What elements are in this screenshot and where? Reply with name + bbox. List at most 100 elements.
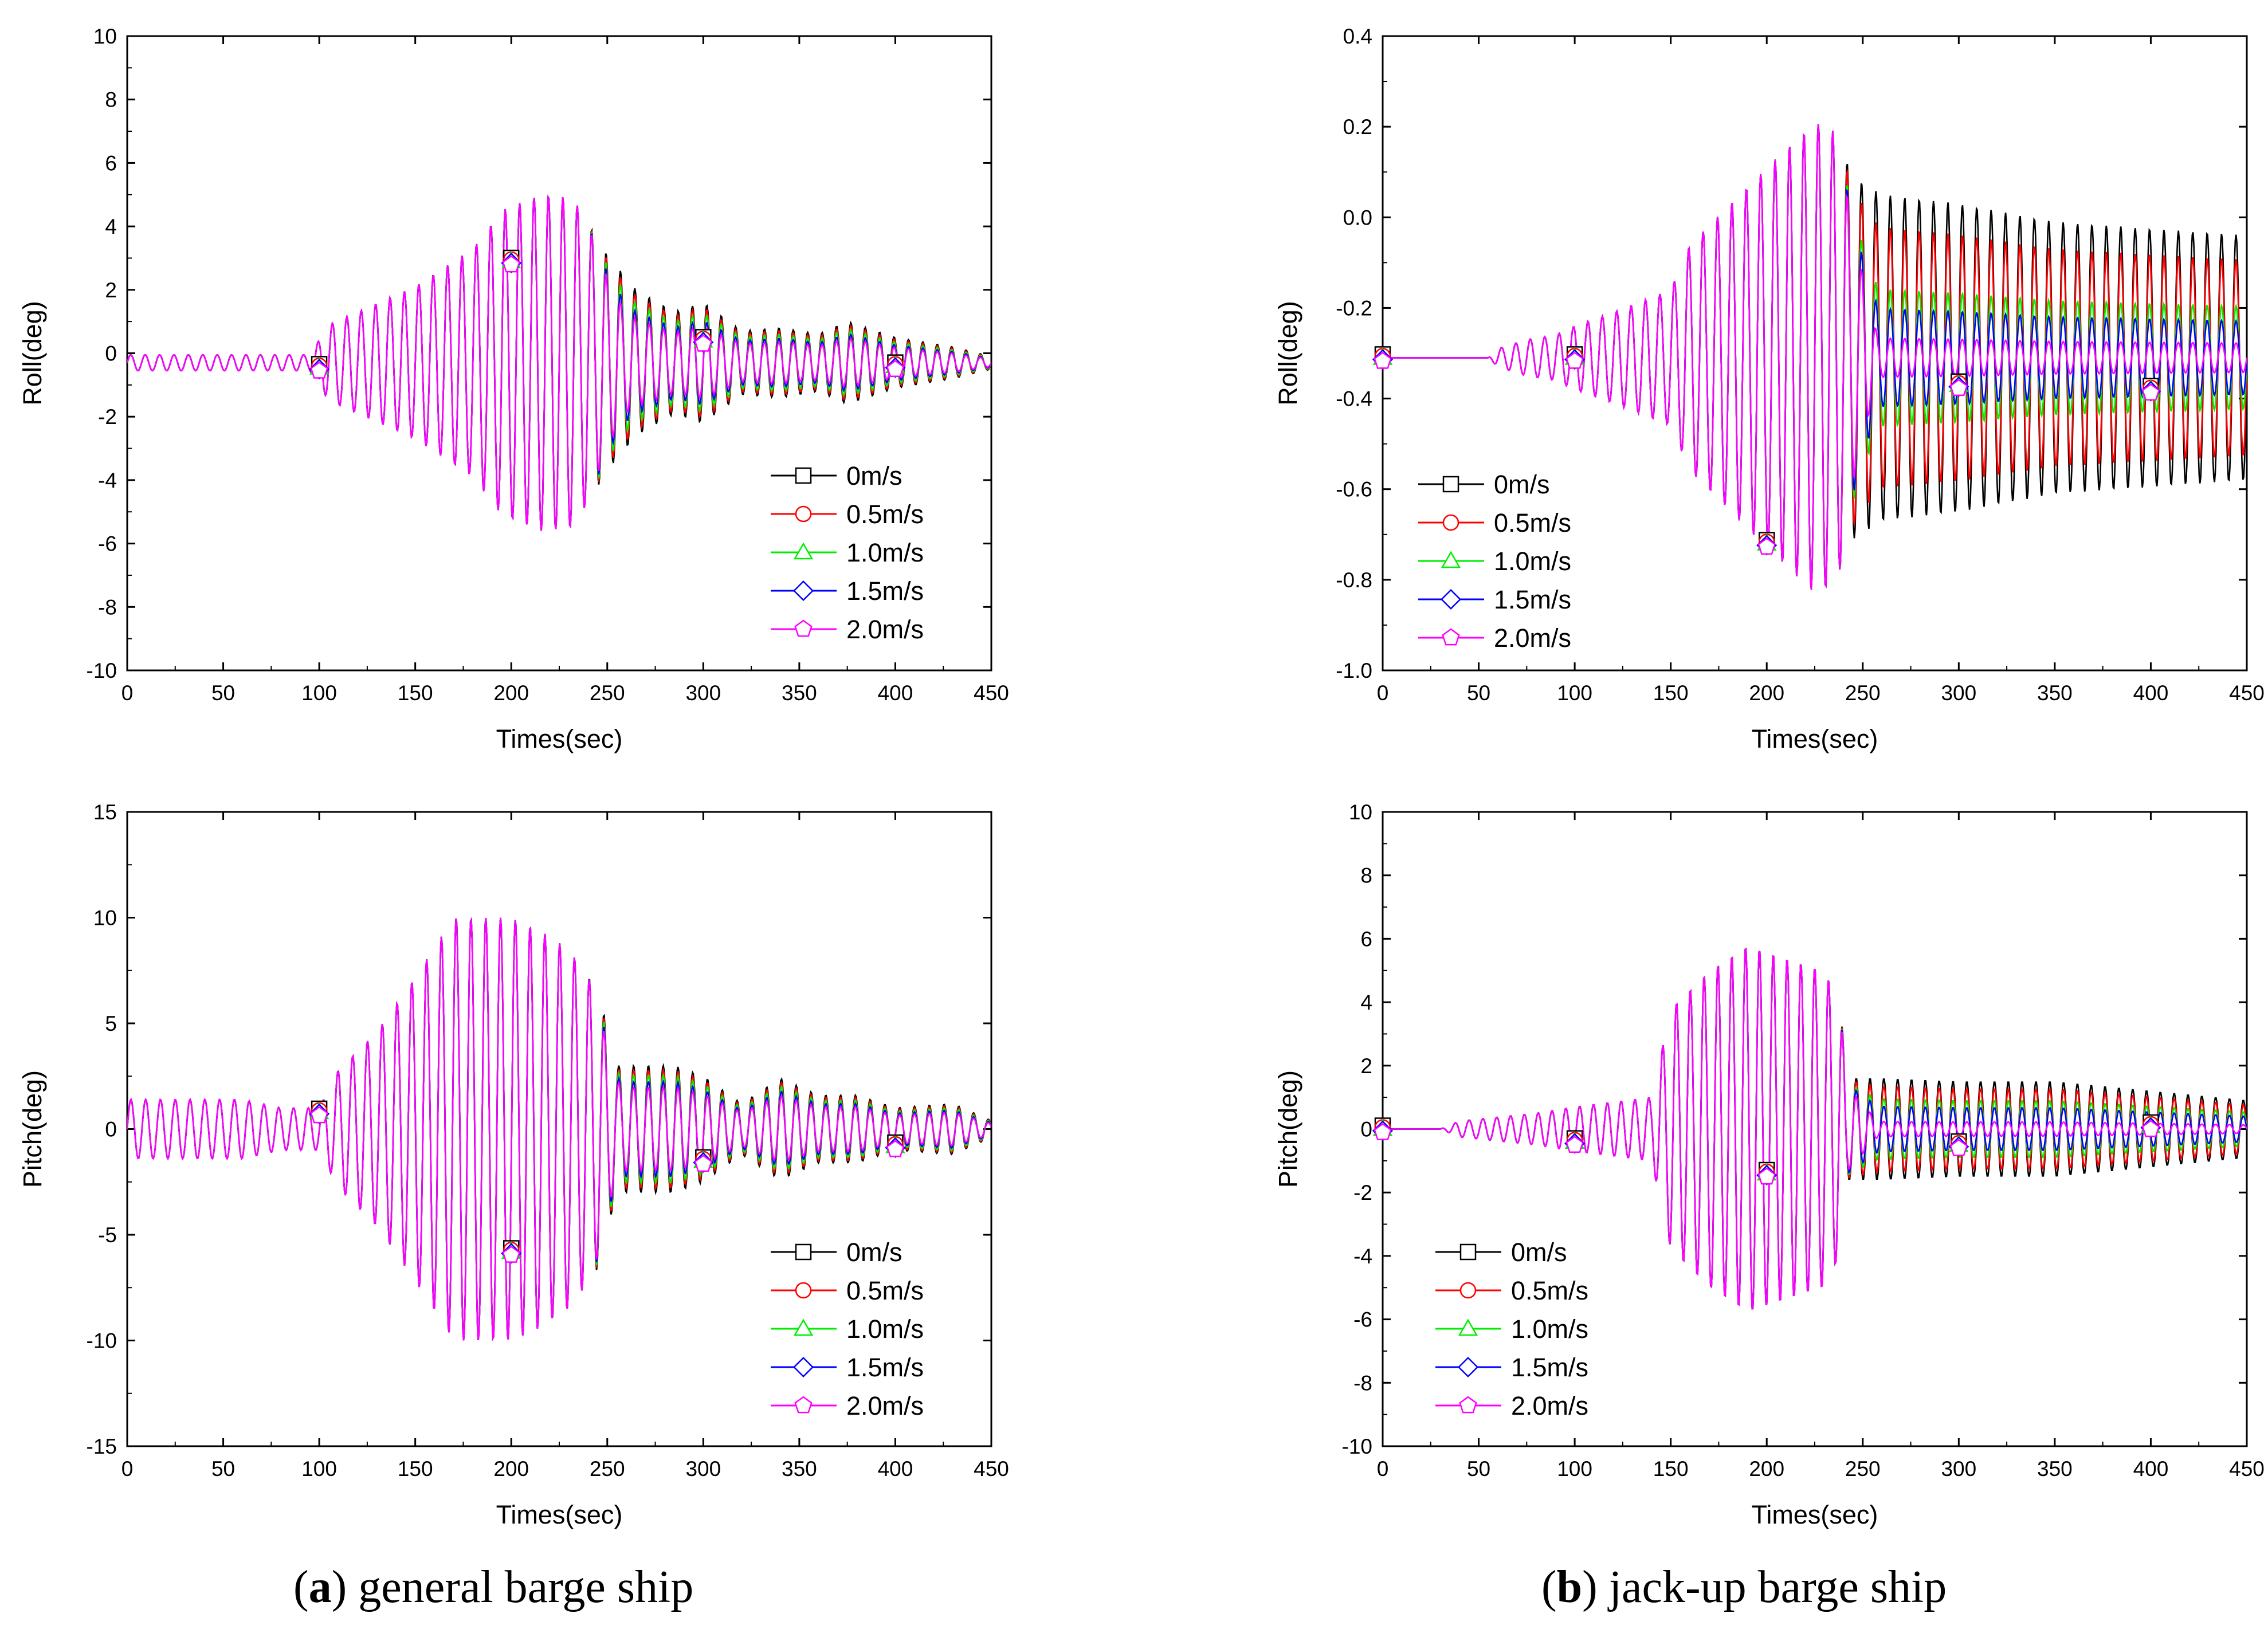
y-tick-label: 8 [1360,864,1372,888]
series-marker [1757,1167,1776,1185]
legend-marker [795,505,812,523]
x-axis-label: Times(sec) [1752,1500,1878,1529]
x-tick-label: 200 [1749,1457,1784,1481]
legend-label: 1.5m/s [846,576,924,606]
y-tick-label: 0.0 [1343,206,1372,229]
chart-general-barge-pitch: 0 50 100 150 200 250 300 350 400 450 -15 -10 -5 0 5 10 1… [18,800,1009,1529]
x-tick-label: 450 [974,681,1009,705]
x-tick-label: 350 [2037,681,2073,705]
y-tick-label: 2 [1360,1054,1372,1078]
caption-a-letter: a [308,1562,332,1612]
y-axis-label: Roll(deg) [18,301,47,406]
x-tick-label: 450 [2229,681,2265,705]
series-lines [127,194,991,531]
x-tick-label: 100 [301,1457,337,1481]
legend-label: 1.5m/s [1494,585,1571,614]
y-tick-label: -5 [98,1223,117,1247]
y-tick-label: -10 [87,659,117,682]
y-tick-label: -15 [87,1435,117,1458]
y-tick-label: -8 [98,595,117,619]
legend-label: 0m/s [1494,470,1550,499]
series-marker [1565,351,1584,369]
x-tick-label: 200 [493,681,529,705]
x-tick-label: 150 [398,681,433,705]
x-tick-label: 200 [1749,681,1784,705]
series-lines [127,917,991,1341]
caption-b-text: ) jack-up barge ship [1582,1562,1947,1612]
legend-marker [793,542,814,560]
legend-marker [1459,1282,1477,1299]
x-tick-label: 250 [590,1457,625,1481]
y-tick-label: 4 [1360,991,1372,1014]
y-tick-label: 15 [93,800,117,824]
x-tick-label: 0 [121,681,134,705]
x-tick-label: 0 [1377,1457,1389,1481]
legend-marker [1441,551,1461,568]
legend-marker [794,1396,813,1414]
series-marker [1949,379,1968,397]
legend-label: 1.0m/s [846,1314,924,1344]
series-marker [310,361,328,379]
x-tick-label: 400 [2133,681,2169,705]
legend-label: 0.5m/s [1494,508,1571,537]
legend-marker [1442,514,1459,531]
x-tick-label: 200 [493,1457,529,1481]
y-tick-label: -0.2 [1336,296,1372,320]
y-tick-label: 0.2 [1343,115,1372,139]
y-axis-label: Pitch(deg) [18,1070,47,1188]
legend-marker [1459,1243,1477,1261]
y-tick-label: -0.4 [1336,387,1372,411]
legend-marker [1458,1318,1478,1336]
series-line-2.0m/s [1383,947,2247,1310]
y-axis-label: Roll(deg) [1273,301,1302,406]
legend-marker [795,1243,812,1261]
y-tick-label: 4 [105,215,117,238]
x-tick-label: 400 [878,1457,913,1481]
x-tick-label: 50 [1467,681,1490,705]
x-axis-label: Times(sec) [496,1500,623,1529]
chart-general-barge-roll: 0 50 100 150 200 250 300 350 400 450 -10 -8 -6 -4 -2 0 2… [18,25,1009,753]
x-tick-label: 350 [782,681,817,705]
y-tick-label: 10 [93,25,117,48]
x-tick-label: 300 [685,681,721,705]
y-tick-label: -1.0 [1336,659,1372,682]
y-tick-label: 5 [105,1012,117,1035]
y-tick-label: -0.6 [1336,478,1372,501]
x-tick-label: 150 [1653,681,1689,705]
series-marker [694,1155,713,1172]
y-tick-label: -10 [87,1329,117,1353]
legend-label: 1.5m/s [1511,1353,1588,1382]
y-tick-label: -4 [1353,1245,1372,1268]
x-tick-label: 0 [1377,681,1389,705]
legend-marker [792,1356,814,1378]
legend-marker [1442,628,1460,646]
legend-marker [1440,588,1462,610]
x-tick-label: 250 [590,681,625,705]
y-tick-label: -10 [1342,1435,1372,1458]
series-marker [2141,383,2160,401]
series-lines [1383,124,2247,590]
caption-b: (b) jack-up barge ship [1541,1562,1947,1612]
x-tick-label: 50 [211,1457,235,1481]
x-tick-label: 400 [878,681,913,705]
series-marker [1374,1122,1392,1140]
series-marker [502,1246,520,1263]
x-tick-label: 250 [1845,1457,1881,1481]
y-tick-label: 0 [1360,1118,1372,1141]
y-tick-label: 6 [1360,927,1372,951]
x-tick-label: 250 [1845,681,1881,705]
x-tick-label: 300 [1941,1457,1976,1481]
legend-label: 1.5m/s [846,1353,924,1382]
x-tick-label: 400 [2133,1457,2169,1481]
y-tick-label: -0.8 [1336,568,1372,592]
legend-label: 2.0m/s [846,1391,924,1420]
y-tick-label: -8 [1353,1371,1372,1395]
legend-marker [1459,1396,1477,1414]
legend-label: 0.5m/s [846,1276,924,1305]
legend-marker [1457,1356,1479,1378]
series-marker [886,1140,905,1157]
x-tick-label: 350 [2037,1457,2073,1481]
x-tick-label: 300 [1941,681,1976,705]
series-marker [1565,1136,1584,1153]
